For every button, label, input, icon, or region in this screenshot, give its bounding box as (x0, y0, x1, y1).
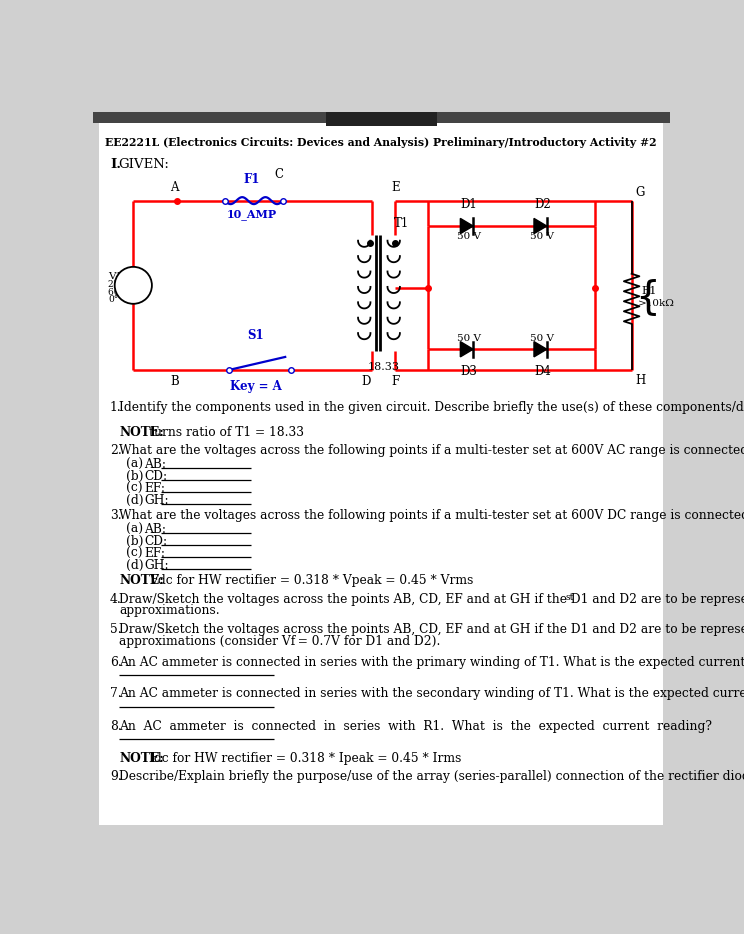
Polygon shape (461, 342, 473, 357)
Text: (b): (b) (126, 535, 143, 548)
Bar (93, 112, 670, 123)
Text: B: B (170, 375, 179, 389)
Text: 2.: 2. (110, 445, 122, 458)
Text: 6.: 6. (110, 656, 122, 669)
Text: Identify the components used in the given circuit. Describe briefly the use(s) o: Identify the components used in the give… (119, 401, 744, 414)
Text: 50 V: 50 V (530, 233, 554, 241)
Text: What are the voltages across the following points if a multi-tester set at 600V : What are the voltages across the followi… (119, 509, 744, 522)
Text: approximations.: approximations. (119, 604, 220, 617)
Text: An AC ammeter is connected in series with the primary winding of T1. What is the: An AC ammeter is connected in series wit… (119, 656, 744, 669)
Text: GH:: GH: (144, 559, 169, 572)
Text: D2: D2 (534, 198, 551, 211)
Text: EF:: EF: (144, 482, 165, 495)
Text: Draw/Sketch the voltages across the points AB, CD, EF and at GH if the D1 and D2: Draw/Sketch the voltages across the poin… (119, 623, 744, 636)
Text: Key = A: Key = A (230, 380, 282, 393)
Polygon shape (534, 342, 547, 357)
Text: 50 V: 50 V (530, 334, 554, 343)
Text: turns ratio of T1 = 18.33: turns ratio of T1 = 18.33 (149, 426, 304, 439)
Text: An  AC  ammeter  is  connected  in  series  with  R1.  What  is  the  expected  : An AC ammeter is connected in series wit… (119, 719, 712, 732)
Text: D4: D4 (534, 364, 551, 377)
Text: C: C (275, 168, 283, 181)
Text: 0°: 0° (109, 295, 119, 304)
Text: An AC ammeter is connected in series with the secondary winding of T1. What is t: An AC ammeter is connected in series wit… (119, 686, 744, 700)
Polygon shape (461, 219, 473, 234)
Text: H: H (635, 374, 646, 387)
Text: (d): (d) (126, 493, 143, 506)
Text: 220 Vrms: 220 Vrms (109, 280, 153, 289)
Text: {: { (635, 278, 660, 316)
Text: NOTE:: NOTE: (119, 752, 164, 765)
Text: st: st (565, 592, 574, 601)
Text: EE2221L (Electronics Circuits: Devices and Analysis) Preliminary/Introductory Ac: EE2221L (Electronics Circuits: Devices a… (106, 136, 657, 148)
Text: S1: S1 (248, 329, 264, 342)
Text: +: + (129, 273, 138, 282)
Circle shape (115, 267, 152, 304)
Text: GH:: GH: (144, 493, 169, 506)
Text: NOTE:: NOTE: (119, 426, 164, 439)
Text: 18.33: 18.33 (368, 362, 400, 373)
Text: I.: I. (110, 158, 121, 171)
Text: EF:: EF: (144, 546, 165, 559)
Text: ~: ~ (128, 279, 138, 292)
Text: R1: R1 (641, 287, 656, 296)
Text: −: − (129, 289, 138, 299)
Bar (326, 112, 437, 126)
Text: 8.: 8. (110, 719, 122, 732)
Text: (c): (c) (126, 546, 142, 559)
Text: T1: T1 (394, 217, 409, 230)
Text: D3: D3 (461, 364, 478, 377)
Text: AB:: AB: (144, 523, 166, 536)
Text: Idc for HW rectifier = 0.318 * Ipeak = 0.45 * Irms: Idc for HW rectifier = 0.318 * Ipeak = 0… (149, 752, 461, 765)
Text: 60 Hz: 60 Hz (109, 288, 135, 297)
Text: F1: F1 (244, 173, 260, 186)
Text: Describe/Explain briefly the purpose/use of the array (series-parallel) connecti: Describe/Explain briefly the purpose/use… (119, 771, 744, 784)
Text: approximations (consider Vf = 0.7V for D1 and D2).: approximations (consider Vf = 0.7V for D… (119, 634, 440, 647)
Text: 9.: 9. (110, 771, 122, 784)
Text: AB:: AB: (144, 458, 166, 471)
Text: Draw/Sketch the voltages across the points AB, CD, EF and at GH if the D1 and D2: Draw/Sketch the voltages across the poin… (119, 592, 744, 605)
Text: 3.: 3. (110, 509, 122, 522)
Text: 4.: 4. (110, 592, 122, 605)
Text: G: G (635, 186, 645, 199)
Text: 7.: 7. (110, 686, 122, 700)
Text: NOTE:: NOTE: (119, 574, 164, 587)
Text: 5.: 5. (110, 623, 122, 636)
Polygon shape (534, 219, 547, 234)
Text: (b): (b) (126, 470, 143, 483)
Text: 50 V: 50 V (457, 334, 481, 343)
Text: GIVEN:: GIVEN: (118, 158, 170, 171)
Text: A: A (170, 181, 179, 194)
Text: Vdc for HW rectifier = 0.318 * Vpeak = 0.45 * Vrms: Vdc for HW rectifier = 0.318 * Vpeak = 0… (149, 574, 473, 587)
Text: 1.: 1. (110, 401, 122, 414)
Text: 10_AMP: 10_AMP (227, 209, 277, 220)
Text: (c): (c) (126, 482, 142, 495)
Text: (a): (a) (126, 458, 143, 471)
Text: D: D (361, 375, 371, 389)
Text: D1: D1 (461, 198, 477, 211)
Text: 50 V: 50 V (457, 233, 481, 241)
Text: V1: V1 (109, 272, 123, 280)
Text: F: F (391, 375, 400, 389)
Text: E: E (391, 181, 400, 194)
Text: CD:: CD: (144, 470, 167, 483)
Text: What are the voltages across the following points if a multi-tester set at 600V : What are the voltages across the followi… (119, 445, 744, 458)
Text: (a): (a) (126, 523, 143, 536)
Text: CD:: CD: (144, 535, 167, 548)
Text: (d): (d) (126, 559, 143, 572)
Text: >10kΩ: >10kΩ (638, 299, 675, 307)
